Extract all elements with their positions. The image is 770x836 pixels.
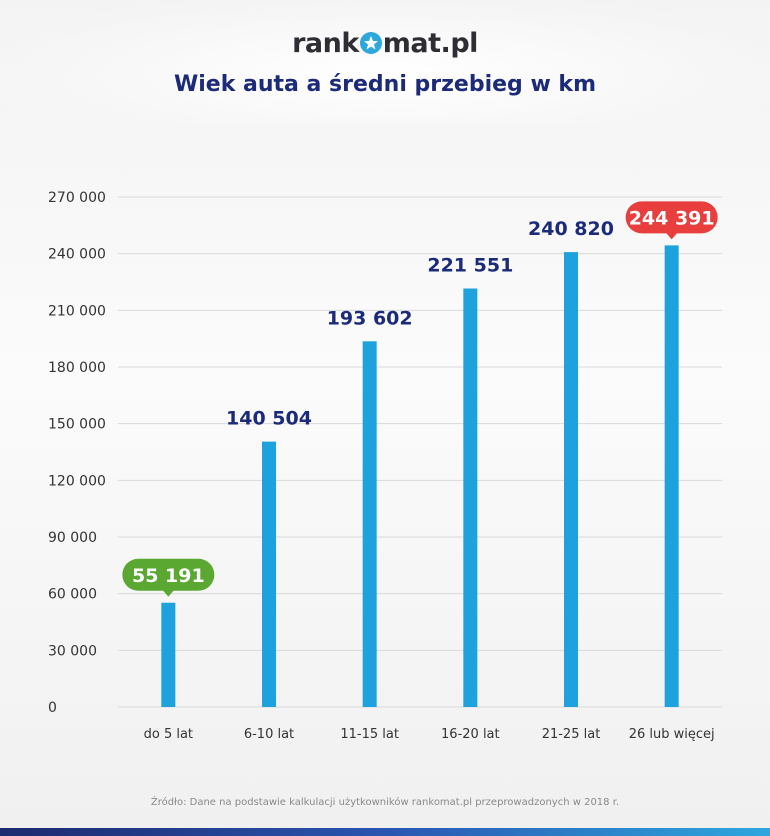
x-tick-label: 26 lub więcej [629,727,715,742]
x-tick-label: 11-15 lat [340,727,399,742]
header-band [0,0,770,125]
data-label: 221 551 [427,255,513,277]
y-tick-label: 210 000 [48,303,106,319]
badge-pointer [162,589,175,597]
source-note: Źródło: Dane na podstawie kalkulacji uży… [150,797,620,808]
y-tick-label: 0 [48,700,57,716]
bar [161,602,176,707]
data-label: 193 602 [327,307,413,329]
y-tick-label: 90 000 [48,530,97,546]
x-tick-label: 6-10 lat [244,727,294,742]
x-tick-label: 16-20 lat [441,727,500,742]
y-tick-label: 150 000 [48,417,106,433]
y-tick-label: 60 000 [48,587,97,603]
y-tick-label: 30 000 [48,643,97,659]
bar-chart: 0 30 000 60 000 90 000 120 000 150 000 180 000… [48,190,722,742]
bar [362,341,377,707]
y-tick-label: 120 000 [48,473,106,489]
y-tick-label: 270 000 [48,190,106,206]
logo-text-right: mat.pl [382,28,479,59]
min-value-badge [122,558,215,591]
data-label: 55 191 [132,565,205,587]
logo: rank mat.pl [0,28,770,59]
data-label: 140 504 [226,408,312,430]
y-tick-label: 240 000 [48,247,106,263]
bottom-accent-bar [0,828,770,836]
star-icon [359,32,382,54]
bar [463,288,478,707]
x-tick-label: do 5 lat [144,727,193,742]
x-tick-label: 21-25 lat [542,727,601,742]
bar [664,245,679,707]
logo-text-left: rank [292,28,359,59]
max-value-badge [625,201,718,234]
bar [564,252,578,707]
bar [262,441,276,707]
data-label: 244 391 [629,207,715,229]
badge-pointer [665,232,678,240]
chart-title: Wiek auta a średni przebieg w km [173,72,596,97]
data-label: 240 820 [528,218,614,240]
y-tick-label: 180 000 [48,360,106,376]
